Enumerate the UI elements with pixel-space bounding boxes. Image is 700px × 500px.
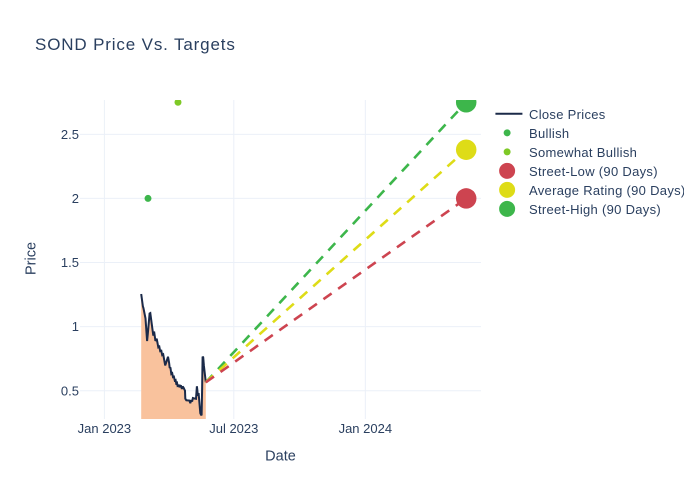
svg-text:Bullish: Bullish — [529, 126, 569, 141]
svg-text:Close Prices: Close Prices — [529, 107, 606, 122]
svg-text:SOND Price Vs. Targets: SOND Price Vs. Targets — [35, 35, 236, 54]
svg-text:Jan 2023: Jan 2023 — [78, 421, 131, 436]
svg-text:Street-Low (90 Days): Street-Low (90 Days) — [529, 164, 658, 179]
svg-text:Jan 2024: Jan 2024 — [339, 421, 393, 436]
svg-text:Somewhat Bullish: Somewhat Bullish — [529, 145, 637, 160]
svg-text:1: 1 — [72, 319, 79, 334]
svg-text:Price: Price — [23, 242, 39, 275]
svg-text:2: 2 — [72, 191, 79, 206]
svg-text:0.5: 0.5 — [61, 383, 79, 398]
svg-text:2.5: 2.5 — [61, 127, 79, 142]
svg-text:Jul 2023: Jul 2023 — [209, 421, 258, 436]
svg-text:Average Rating (90 Days): Average Rating (90 Days) — [529, 183, 686, 198]
svg-text:Date: Date — [265, 449, 296, 465]
svg-text:Street-High (90 Days): Street-High (90 Days) — [529, 202, 661, 217]
svg-text:1.5: 1.5 — [61, 255, 79, 270]
